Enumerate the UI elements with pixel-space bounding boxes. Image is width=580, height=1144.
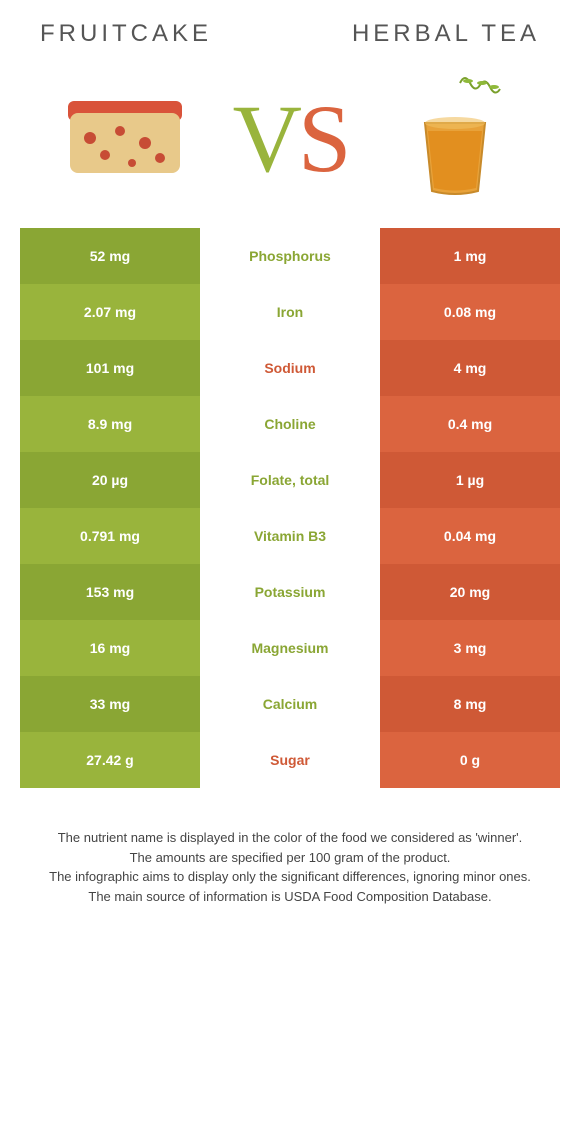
nutrient-row: 101 mgSodium4 mg (20, 340, 560, 396)
nutrient-row: 2.07 mgIron0.08 mg (20, 284, 560, 340)
left-value-cell: 0.791 mg (20, 508, 200, 564)
left-value-cell: 33 mg (20, 676, 200, 732)
right-value-cell: 20 mg (380, 564, 560, 620)
nutrient-row: 153 mgPotassium20 mg (20, 564, 560, 620)
title-row: Fruitcake Herbal tea (20, 20, 560, 68)
left-value-cell: 153 mg (20, 564, 200, 620)
nutrient-table: 52 mgPhosphorus1 mg2.07 mgIron0.08 mg101… (20, 228, 560, 788)
right-value-cell: 0.4 mg (380, 396, 560, 452)
footer-line-3: The infographic aims to display only the… (40, 867, 540, 887)
nutrient-name-cell: Iron (200, 284, 380, 340)
vs-s: S (298, 85, 347, 192)
nutrient-name-cell: Sugar (200, 732, 380, 788)
nutrient-row: 27.42 gSugar0 g (20, 732, 560, 788)
nutrient-name-cell: Phosphorus (200, 228, 380, 284)
right-value-cell: 0.04 mg (380, 508, 560, 564)
hero-row: VS (20, 68, 560, 228)
right-food-title: Herbal tea (352, 20, 540, 48)
right-value-cell: 0.08 mg (380, 284, 560, 340)
left-value-cell: 8.9 mg (20, 396, 200, 452)
right-value-cell: 0 g (380, 732, 560, 788)
left-value-cell: 27.42 g (20, 732, 200, 788)
nutrient-name-cell: Choline (200, 396, 380, 452)
vs-label: VS (233, 83, 348, 194)
right-value-cell: 1 µg (380, 452, 560, 508)
left-value-cell: 16 mg (20, 620, 200, 676)
nutrient-name-cell: Magnesium (200, 620, 380, 676)
fruitcake-illustration (50, 78, 200, 198)
nutrient-row: 8.9 mgCholine0.4 mg (20, 396, 560, 452)
herbal-tea-illustration (380, 78, 530, 198)
footer-notes: The nutrient name is displayed in the co… (20, 788, 560, 906)
nutrient-row: 33 mgCalcium8 mg (20, 676, 560, 732)
left-value-cell: 20 µg (20, 452, 200, 508)
footer-line-2: The amounts are specified per 100 gram o… (40, 848, 540, 868)
vs-v: V (233, 85, 298, 192)
nutrient-row: 16 mgMagnesium3 mg (20, 620, 560, 676)
nutrient-name-cell: Calcium (200, 676, 380, 732)
nutrient-name-cell: Folate, total (200, 452, 380, 508)
left-value-cell: 2.07 mg (20, 284, 200, 340)
right-value-cell: 8 mg (380, 676, 560, 732)
footer-line-1: The nutrient name is displayed in the co… (40, 828, 540, 848)
nutrient-row: 52 mgPhosphorus1 mg (20, 228, 560, 284)
right-value-cell: 4 mg (380, 340, 560, 396)
left-value-cell: 101 mg (20, 340, 200, 396)
nutrient-name-cell: Potassium (200, 564, 380, 620)
right-value-cell: 3 mg (380, 620, 560, 676)
nutrient-name-cell: Sodium (200, 340, 380, 396)
nutrient-row: 0.791 mgVitamin B30.04 mg (20, 508, 560, 564)
left-food-title: Fruitcake (40, 20, 212, 48)
footer-line-4: The main source of information is USDA F… (40, 887, 540, 907)
nutrient-name-cell: Vitamin B3 (200, 508, 380, 564)
right-value-cell: 1 mg (380, 228, 560, 284)
nutrient-row: 20 µgFolate, total1 µg (20, 452, 560, 508)
left-value-cell: 52 mg (20, 228, 200, 284)
